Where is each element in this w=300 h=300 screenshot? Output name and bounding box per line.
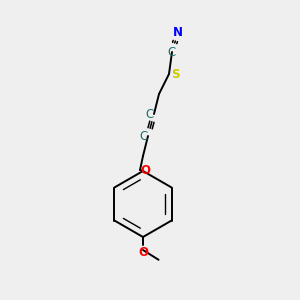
- Text: C: C: [140, 130, 148, 142]
- Text: N: N: [173, 26, 183, 38]
- Text: O: O: [138, 246, 148, 259]
- Text: C: C: [168, 46, 176, 59]
- Text: O: O: [140, 164, 150, 176]
- Text: S: S: [171, 68, 179, 80]
- Text: C: C: [146, 107, 154, 121]
